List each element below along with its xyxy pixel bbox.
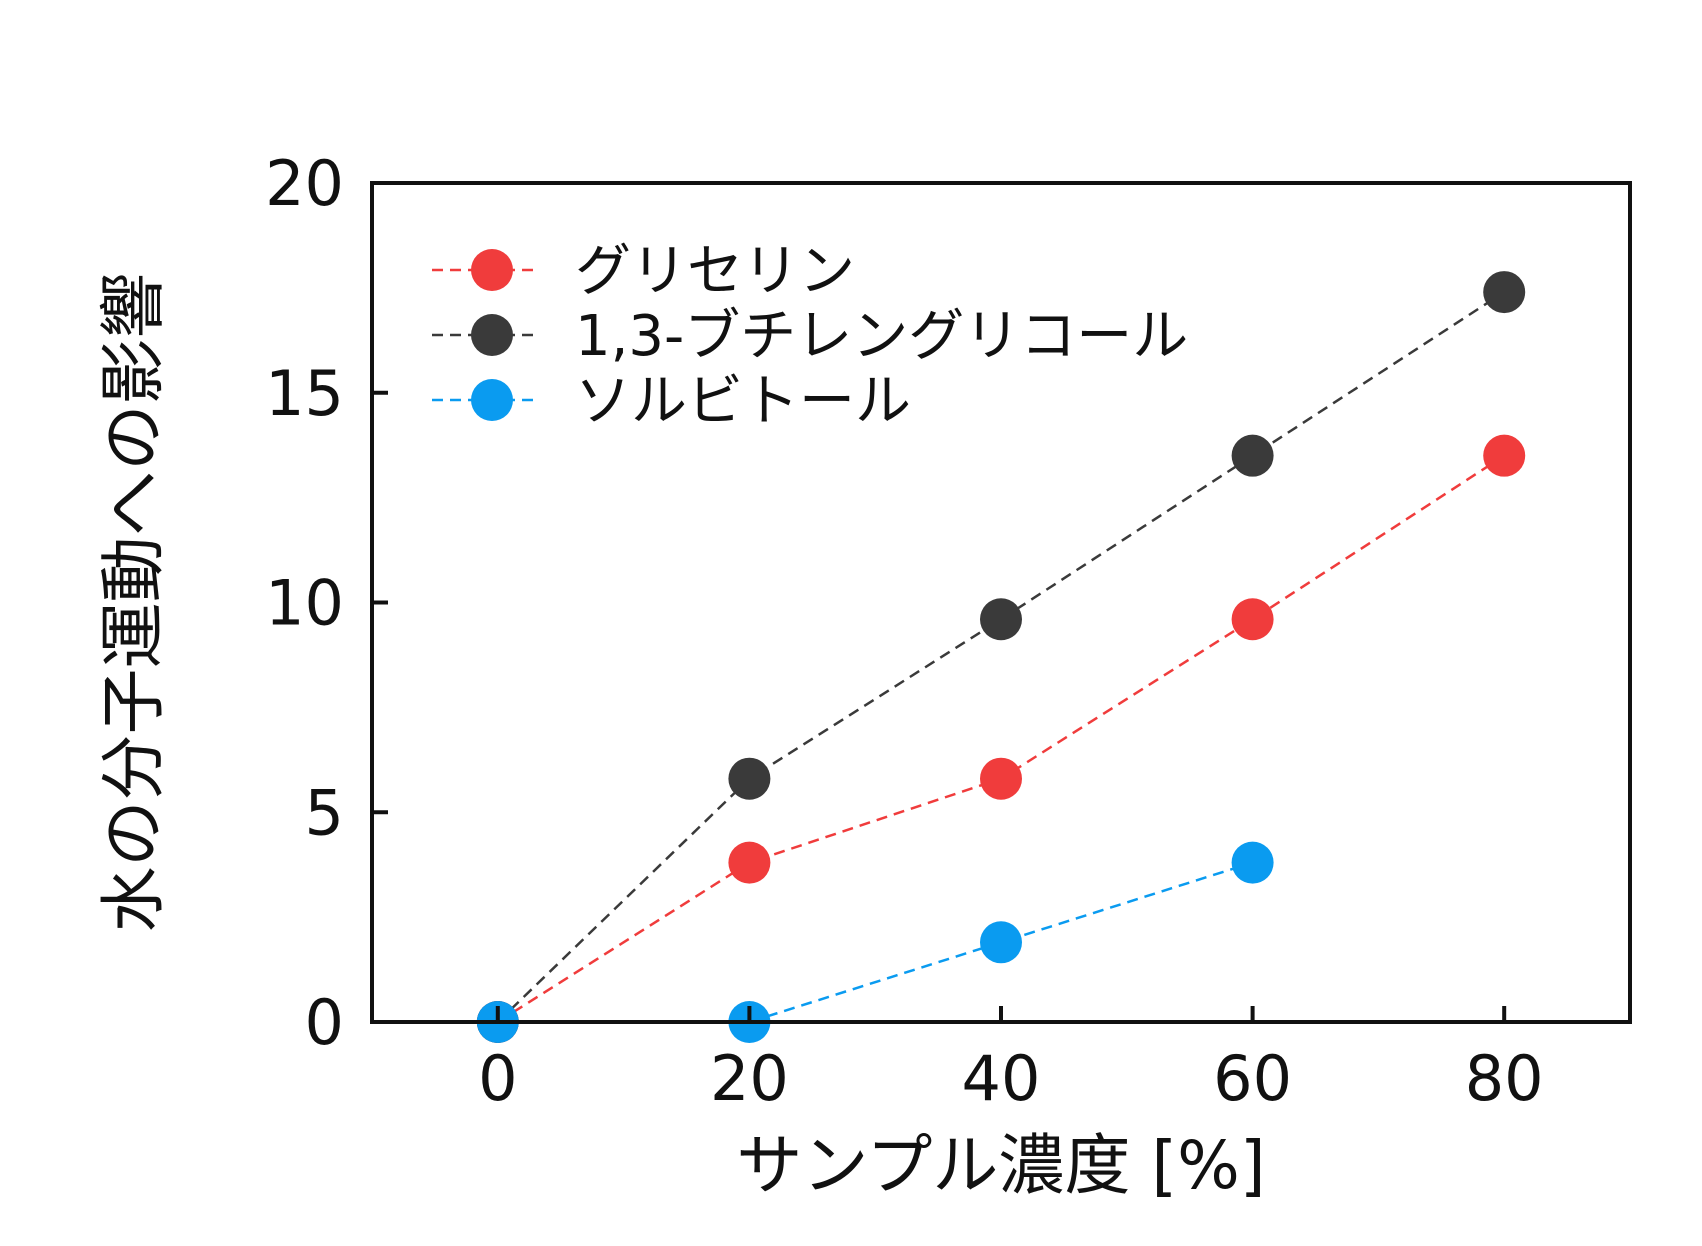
data-point-series-2 — [728, 757, 771, 800]
series-layer — [476, 271, 1526, 1043]
axis-ticks: 0 20 40 60 80 0 5 10 15 20 — [265, 147, 1544, 1115]
legend-label-2: 1,3-ブチレングリコール — [575, 304, 1188, 369]
data-point-series-1 — [980, 757, 1022, 800]
y-axis-title: 水の分子運動への影響 — [95, 273, 172, 933]
data-point-series-3 — [1231, 841, 1274, 884]
data-point-series-2 — [980, 598, 1022, 641]
y-tick-label: 5 — [305, 776, 344, 849]
y-tick-label: 0 — [305, 986, 344, 1059]
legend-label-3: ソルビトール — [575, 369, 911, 434]
data-point-series-2 — [1483, 271, 1526, 314]
data-point-series-1 — [728, 841, 771, 884]
y-tick-label: 20 — [265, 147, 344, 220]
data-point-series-1 — [1231, 598, 1274, 641]
x-tick-label: 0 — [478, 1042, 517, 1115]
x-tick-label: 20 — [710, 1042, 789, 1115]
legend-marker-1 — [471, 249, 513, 291]
legend-marker-2 — [471, 314, 513, 356]
legend-label-1: グリセリン — [575, 239, 855, 304]
x-tick-label: 80 — [1465, 1042, 1544, 1115]
x-tick-label: 60 — [1213, 1042, 1292, 1115]
data-point-series-2 — [1231, 434, 1274, 477]
data-point-series-1 — [1483, 434, 1526, 477]
legend-marker-3 — [471, 379, 513, 421]
series-line-2 — [496, 291, 1505, 1023]
data-point-series-3 — [980, 921, 1022, 964]
x-axis-title: サンプル濃度 [%] — [736, 1127, 1265, 1204]
y-tick-label: 15 — [265, 357, 344, 430]
x-tick-label: 40 — [962, 1042, 1041, 1115]
series-line-3 — [497, 861, 1253, 1024]
y-tick-label: 10 — [265, 567, 344, 640]
